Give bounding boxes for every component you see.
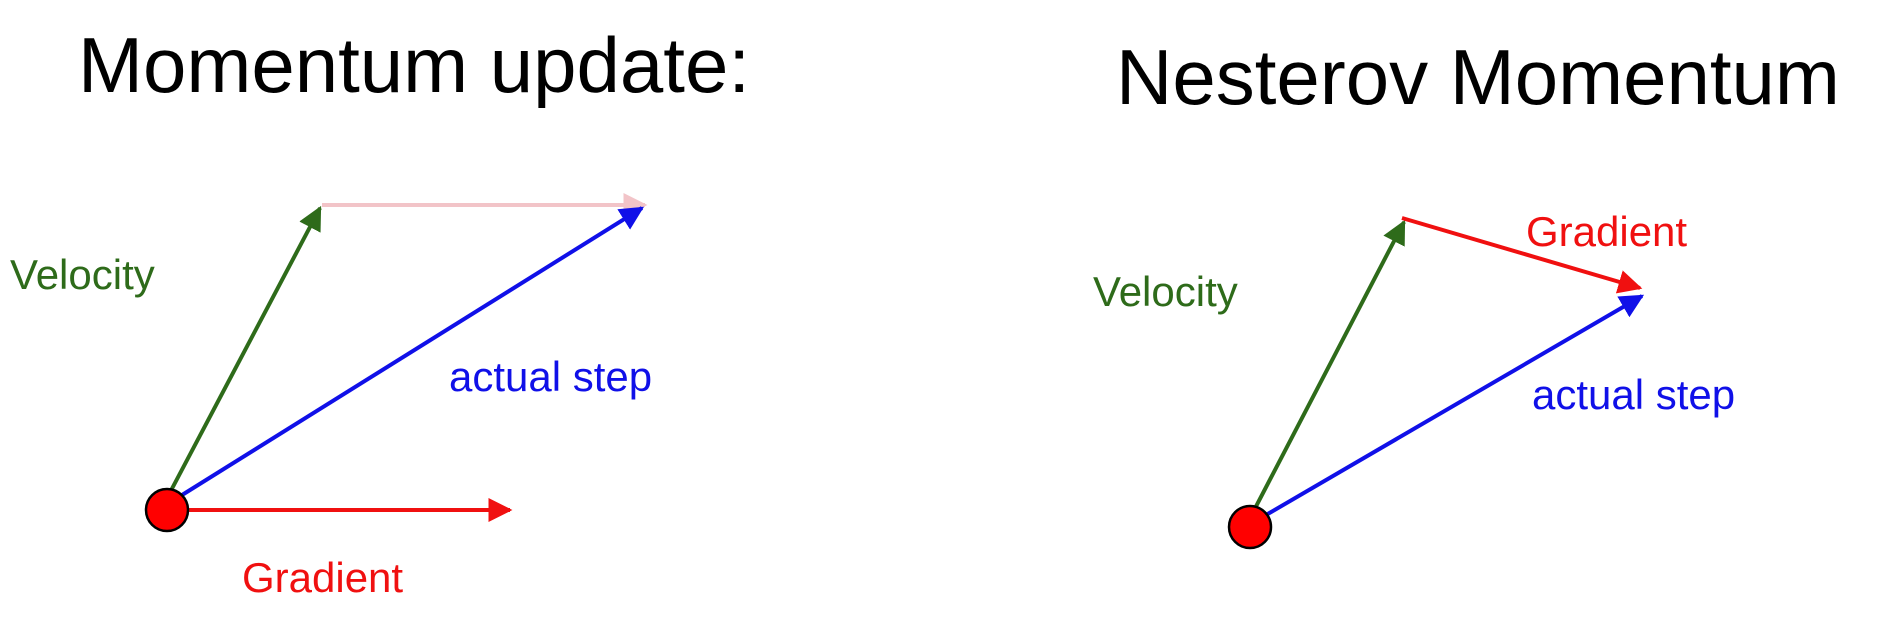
actual-step-arrow [1252,294,1645,524]
start-point [144,487,190,533]
gradient-label: Gradient [1526,208,1687,255]
start-point [1227,504,1273,550]
actual-step-label: actual step [1532,371,1735,418]
lookahead-gradient-arrow [1401,216,1643,294]
velocity-arrow [164,205,322,501]
velocity-label: Velocity [10,251,155,298]
gradient-label: Gradient [242,554,403,601]
velocity-arrow [1248,219,1406,519]
actual-step-label: actual step [449,353,652,400]
nesterov-momentum-title: Nesterov Momentum [1116,33,1840,121]
nesterov-momentum-panel: Nesterov Momentum Velocity Gradient actu… [1093,33,1840,550]
actual-step-arrow [164,206,645,507]
momentum-update-panel: Momentum update: Velocity actual step Gr… [10,21,750,601]
velocity-label: Velocity [1093,268,1238,315]
momentum-update-title: Momentum update: [78,21,750,109]
